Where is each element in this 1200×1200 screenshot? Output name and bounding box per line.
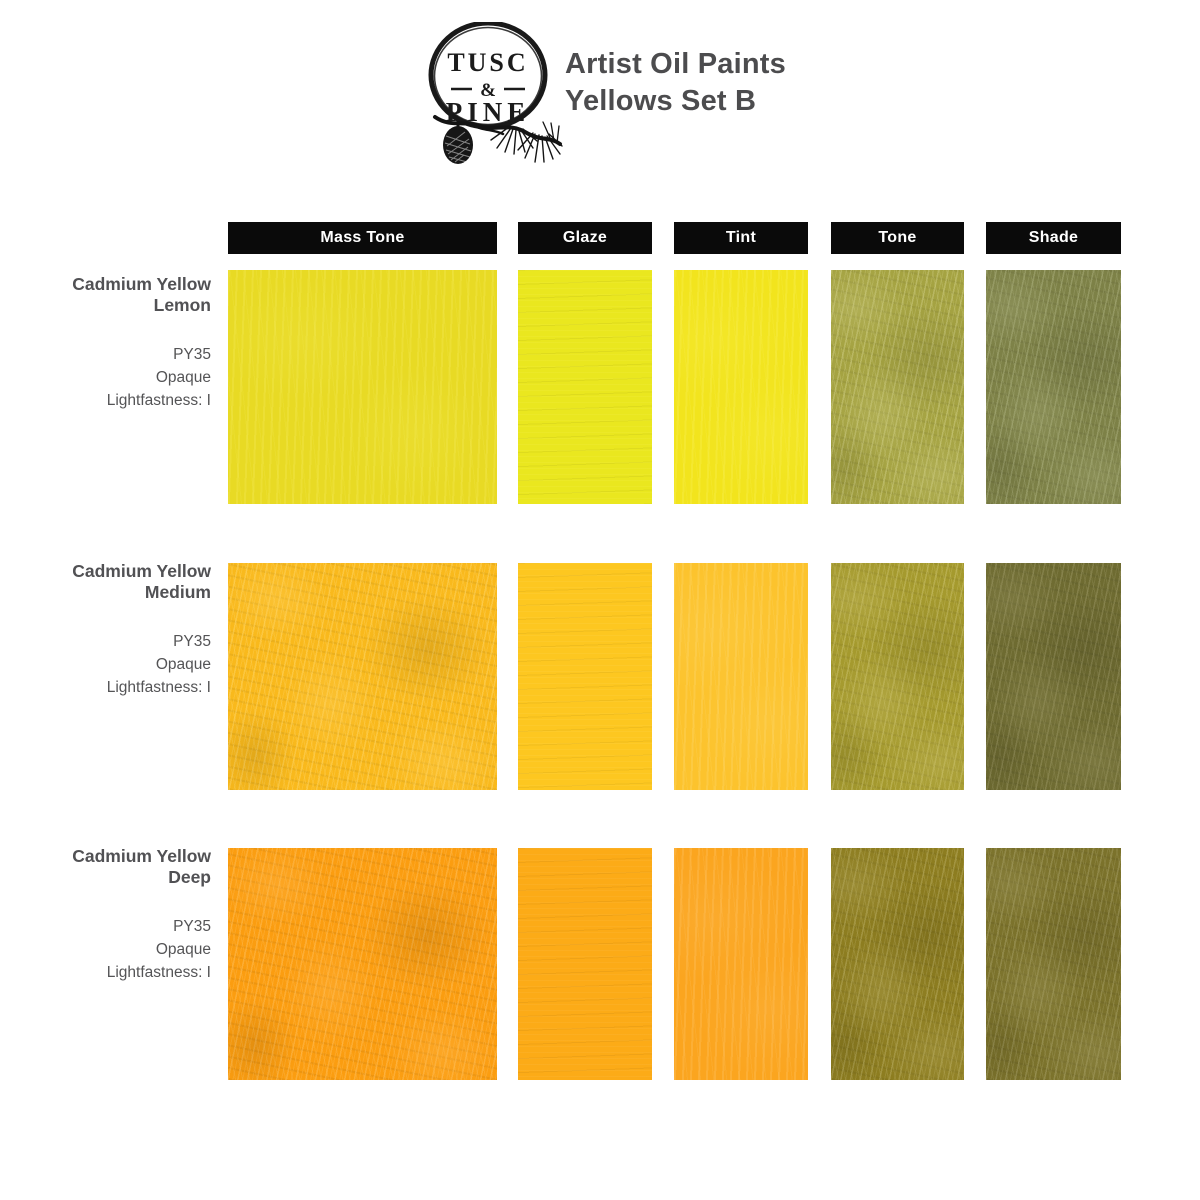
pine-branch-illustration: [433, 115, 563, 163]
opacity-label: Opaque: [155, 941, 211, 958]
pigment-code: PY35: [173, 346, 211, 363]
column-header-tint: Tint: [674, 222, 808, 254]
tusc-and-pine-logo: TUSC & PINE: [428, 22, 563, 164]
swatch-cadmium-yellow-deep-mass-tone: [228, 848, 497, 1080]
swatch-cadmium-yellow-medium-tint: [674, 563, 808, 790]
paint-name: Cadmium Yellow Medium: [72, 561, 211, 602]
column-header-tone: Tone: [831, 222, 964, 254]
swatch-cadmium-yellow-lemon-shade: [986, 270, 1121, 504]
paint-name: Cadmium Yellow Lemon: [72, 274, 211, 315]
swatch-cadmium-yellow-medium-mass-tone: [228, 563, 497, 790]
lightfastness-label: Lightfastness: I: [106, 392, 211, 409]
swatch-cadmium-yellow-deep-tone: [831, 848, 964, 1080]
swatch-cadmium-yellow-medium-glaze: [518, 563, 652, 790]
paint-specs: PY35 Opaque Lightfastness: I: [40, 630, 211, 699]
page-title-line1: Artist Oil Paints: [565, 48, 786, 80]
paint-specs: PY35 Opaque Lightfastness: I: [40, 343, 211, 412]
paint-specs: PY35 Opaque Lightfastness: I: [40, 915, 211, 984]
swatch-cadmium-yellow-lemon-tint: [674, 270, 808, 504]
pinecone-illustration: [443, 121, 473, 164]
row-label-cadmium-yellow-lemon: Cadmium Yellow Lemon PY35 Opaque Lightfa…: [40, 274, 211, 412]
swatch-cadmium-yellow-deep-glaze: [518, 848, 652, 1080]
row-label-cadmium-yellow-medium: Cadmium Yellow Medium PY35 Opaque Lightf…: [40, 561, 211, 699]
swatch-cadmium-yellow-deep-tint: [674, 848, 808, 1080]
swatch-cadmium-yellow-medium-tone: [831, 563, 964, 790]
opacity-label: Opaque: [155, 656, 211, 673]
swatch-cadmium-yellow-lemon-mass-tone: [228, 270, 497, 504]
logo-word-tusc: TUSC: [447, 48, 528, 77]
swatch-cadmium-yellow-medium-shade: [986, 563, 1121, 790]
swatch-cadmium-yellow-deep-shade: [986, 848, 1121, 1080]
logo-ampersand: &: [480, 80, 496, 101]
page-title-line2: Yellows Set B: [565, 85, 757, 117]
row-label-cadmium-yellow-deep: Cadmium Yellow Deep PY35 Opaque Lightfas…: [40, 846, 211, 984]
column-header-mass-tone: Mass Tone: [228, 222, 497, 254]
swatch-cadmium-yellow-lemon-glaze: [518, 270, 652, 504]
pigment-code: PY35: [173, 918, 211, 935]
column-header-shade: Shade: [986, 222, 1121, 254]
lightfastness-label: Lightfastness: I: [106, 679, 211, 696]
pigment-code: PY35: [173, 633, 211, 650]
swatch-cadmium-yellow-lemon-tone: [831, 270, 964, 504]
page-title: Artist Oil Paints Yellows Set B: [565, 46, 786, 120]
lightfastness-label: Lightfastness: I: [106, 964, 211, 981]
opacity-label: Opaque: [155, 369, 211, 386]
column-header-glaze: Glaze: [518, 222, 652, 254]
paint-name: Cadmium Yellow Deep: [72, 846, 211, 887]
